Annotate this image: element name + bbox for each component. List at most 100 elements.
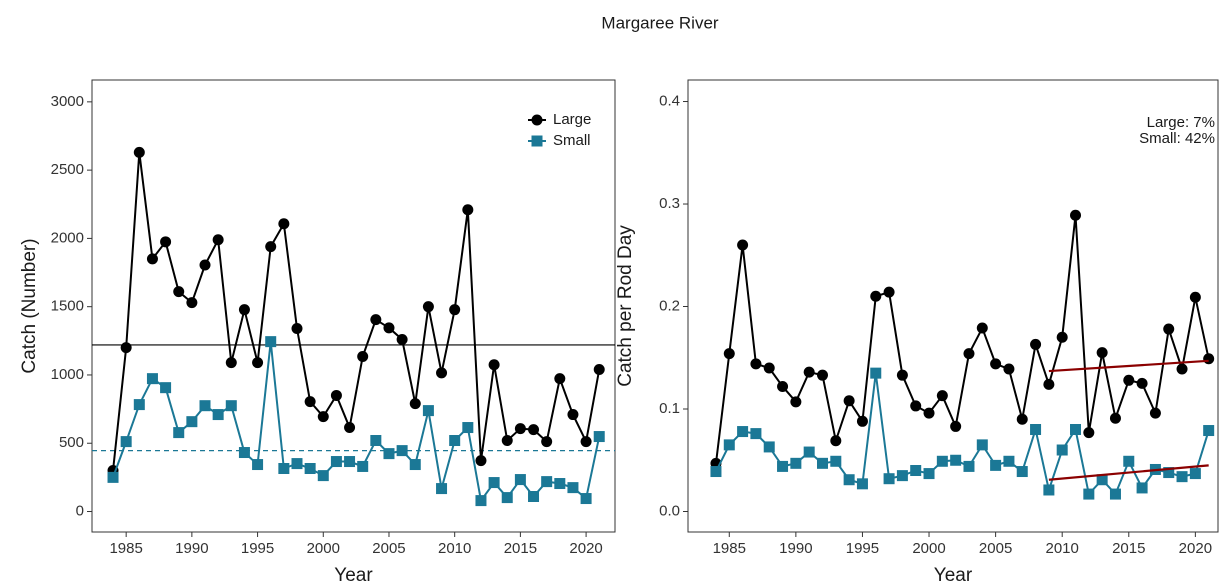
marker — [936, 455, 948, 467]
marker — [990, 459, 1002, 471]
marker — [1203, 425, 1215, 437]
marker — [133, 146, 145, 158]
marker — [1016, 466, 1028, 478]
marker — [883, 473, 895, 485]
marker — [963, 348, 975, 360]
y-tick-label: 2500 — [51, 161, 84, 178]
x-tick-label: 1995 — [846, 540, 879, 557]
marker — [1083, 427, 1095, 439]
marker — [252, 459, 264, 471]
marker — [133, 399, 145, 411]
legend-marker — [531, 114, 543, 126]
marker — [950, 454, 962, 466]
marker — [199, 259, 211, 271]
marker — [278, 218, 290, 230]
y-axis-label: Catch per Rod Day — [615, 225, 636, 387]
marker — [976, 439, 988, 451]
marker — [1136, 482, 1148, 494]
marker — [1070, 424, 1082, 436]
marker — [816, 369, 828, 381]
x-tick-label: 2000 — [307, 540, 340, 557]
marker — [856, 478, 868, 490]
marker — [1083, 488, 1095, 500]
marker — [160, 236, 172, 248]
x-tick-label: 1995 — [241, 540, 274, 557]
marker — [723, 348, 735, 360]
marker — [843, 395, 855, 407]
marker — [580, 436, 592, 448]
marker — [462, 204, 474, 216]
x-tick-label: 2020 — [569, 540, 602, 557]
marker — [790, 457, 802, 469]
marker — [1003, 363, 1015, 375]
marker — [1096, 474, 1108, 486]
marker — [936, 390, 948, 402]
marker — [186, 416, 198, 428]
marker — [1030, 338, 1042, 350]
marker — [777, 380, 789, 392]
marker — [146, 373, 158, 385]
marker — [501, 435, 513, 447]
chart-title: Margaree River — [601, 13, 718, 32]
marker — [976, 322, 988, 334]
marker — [1070, 209, 1082, 221]
marker — [514, 474, 526, 486]
marker — [146, 253, 158, 265]
marker — [422, 405, 434, 417]
marker — [475, 455, 487, 467]
legend-label: Large — [553, 111, 591, 128]
y-tick-label: 1000 — [51, 366, 84, 383]
x-tick-label: 1985 — [713, 540, 746, 557]
annotation: Small: 42% — [1139, 130, 1215, 147]
marker — [488, 477, 500, 489]
marker — [304, 396, 316, 408]
marker — [790, 396, 802, 408]
marker — [593, 431, 605, 443]
marker — [396, 445, 408, 457]
y-tick-label: 2000 — [51, 229, 84, 246]
marker — [173, 427, 185, 439]
x-tick-label: 2010 — [438, 540, 471, 557]
marker — [1030, 424, 1042, 436]
marker — [1109, 412, 1121, 424]
marker — [265, 336, 277, 348]
marker — [1109, 488, 1121, 500]
marker — [409, 398, 421, 410]
x-tick-label: 2005 — [372, 540, 405, 557]
marker — [173, 286, 185, 298]
marker — [199, 400, 211, 412]
marker — [541, 436, 553, 448]
marker — [449, 304, 461, 316]
marker — [1096, 347, 1108, 359]
marker — [252, 357, 264, 369]
marker — [554, 478, 566, 490]
marker — [357, 460, 369, 472]
plot-frame — [687, 79, 1219, 533]
marker — [883, 286, 895, 298]
legend-marker — [531, 135, 543, 147]
marker — [1163, 323, 1175, 335]
y-tick-label: 0.0 — [659, 502, 680, 519]
marker — [317, 470, 329, 482]
marker — [990, 358, 1002, 370]
marker — [370, 314, 382, 326]
marker — [1163, 467, 1175, 479]
marker — [528, 490, 540, 502]
marker — [344, 422, 356, 434]
marker — [383, 448, 395, 460]
marker — [265, 241, 277, 253]
marker — [750, 428, 762, 440]
marker — [1003, 455, 1015, 467]
marker — [383, 322, 395, 334]
marker — [514, 423, 526, 435]
marker — [1123, 374, 1135, 386]
y-tick-label: 0.3 — [659, 195, 680, 212]
marker — [923, 468, 935, 480]
marker — [856, 415, 868, 427]
marker — [803, 366, 815, 378]
marker — [737, 239, 749, 251]
marker — [120, 342, 132, 354]
marker — [1016, 413, 1028, 425]
marker — [291, 458, 303, 470]
